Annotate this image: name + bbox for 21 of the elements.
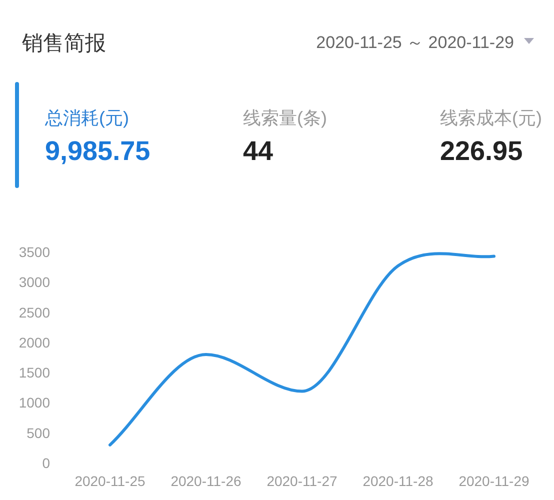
text: 销售简报 (21, 32, 106, 55)
text: 226.95 (440, 136, 523, 166)
x-tick-label: 2020-11-27 (266, 473, 338, 489)
y-tick-label: 0 (42, 455, 50, 471)
y-tick-label: 500 (26, 424, 50, 441)
text: 44 (243, 136, 274, 166)
text: 2020-11-25 ～ 2020-11-29 (316, 33, 514, 52)
y-tick-label: 3000 (18, 274, 50, 290)
x-tick-label: 2020-11-29 (458, 473, 530, 489)
x-tick-label: 2020-11-25 (74, 473, 146, 489)
text: 9,985.75 (45, 136, 150, 166)
y-tick-label: 3500 (18, 244, 50, 260)
y-tick-label: 1000 (18, 394, 50, 411)
text: 总消耗(元) (44, 108, 129, 128)
x-tick-label: 2020-11-28 (362, 473, 434, 489)
y-tick-label: 2000 (18, 334, 50, 350)
x-tick-label: 2020-11-26 (170, 473, 242, 489)
text: 线索量(条) (243, 108, 327, 128)
y-tick-label: 2500 (18, 304, 50, 320)
y-tick-label: 1500 (18, 364, 50, 381)
text: 线索成本(元) (440, 108, 542, 128)
